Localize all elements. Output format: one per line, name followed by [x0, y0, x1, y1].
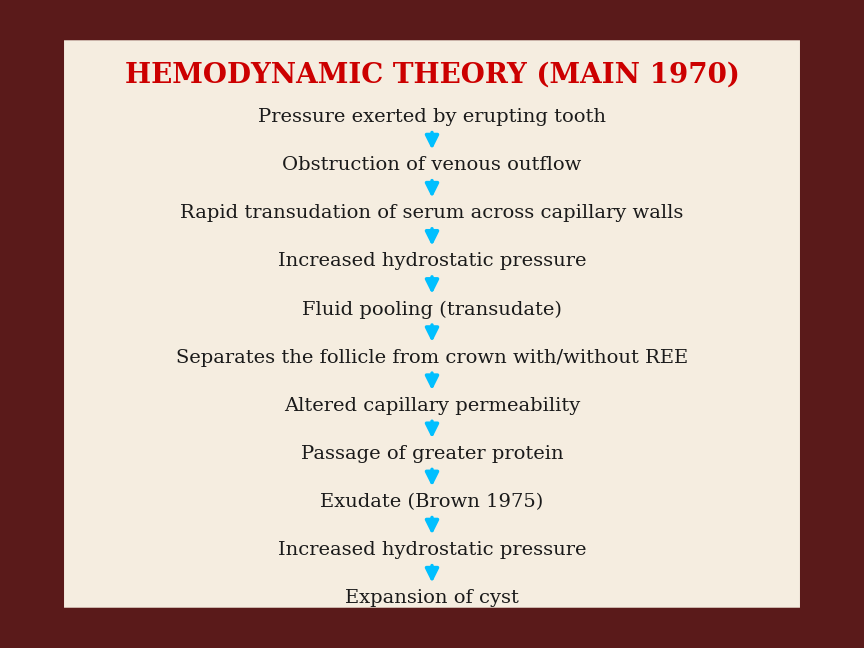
Text: Rapid transudation of serum across capillary walls: Rapid transudation of serum across capil…: [181, 204, 683, 222]
Text: HEMODYNAMIC THEORY (MAIN 1970): HEMODYNAMIC THEORY (MAIN 1970): [124, 62, 740, 89]
Text: Passage of greater protein: Passage of greater protein: [301, 445, 563, 463]
Text: Fluid pooling (transudate): Fluid pooling (transudate): [302, 300, 562, 319]
Text: Pressure exerted by erupting tooth: Pressure exerted by erupting tooth: [258, 108, 606, 126]
Text: Increased hydrostatic pressure: Increased hydrostatic pressure: [277, 541, 587, 559]
Text: Exudate (Brown 1975): Exudate (Brown 1975): [321, 493, 543, 511]
Text: Increased hydrostatic pressure: Increased hydrostatic pressure: [277, 252, 587, 270]
FancyBboxPatch shape: [43, 19, 821, 629]
Text: Obstruction of venous outflow: Obstruction of venous outflow: [283, 156, 581, 174]
Text: Expansion of cyst: Expansion of cyst: [345, 589, 519, 607]
Text: Altered capillary permeability: Altered capillary permeability: [284, 397, 580, 415]
Text: Separates the follicle from crown with/without REE: Separates the follicle from crown with/w…: [176, 349, 688, 367]
